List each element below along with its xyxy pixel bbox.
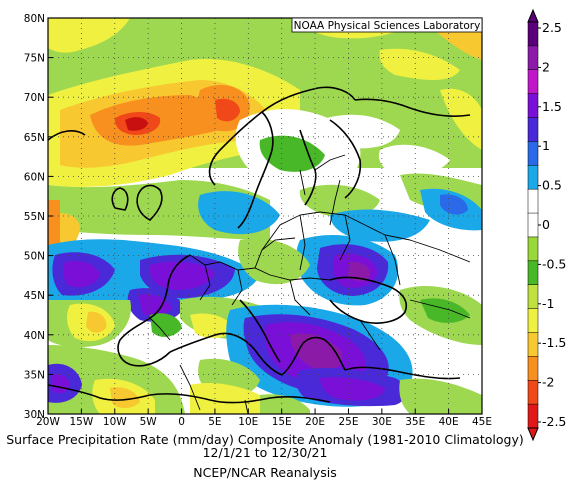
- colorbar-swatch: [527, 45, 539, 71]
- colorbar: 2.5 2 1.5 1 0.5 0 -0.5 -1 -1.5 -2 -2.5: [527, 8, 566, 442]
- latitude-label: 80N: [24, 13, 45, 25]
- country-borders: [149, 154, 471, 414]
- longitude-label: 40E: [439, 416, 459, 428]
- latitude-label: 35N: [24, 369, 45, 381]
- longitude-label: 5W: [140, 416, 158, 428]
- colorbar-label: -2: [542, 375, 554, 390]
- colorbar-label: -2.5: [542, 414, 566, 429]
- latitude-label: 65N: [24, 132, 45, 144]
- longitude-label: 20W: [36, 416, 60, 428]
- colorbar-label: -1: [542, 296, 554, 311]
- colorbar-tick-labels: 2.5 2 1.5 1 0.5 0 -0.5 -1 -1.5 -2 -2.5: [538, 20, 566, 429]
- colorbar-label: 0: [542, 217, 550, 232]
- latitude-label: 55N: [24, 211, 45, 223]
- colorbar-label: 1.5: [542, 99, 562, 114]
- colorbar-swatch: [527, 379, 539, 405]
- colorbar-swatch: [527, 93, 539, 119]
- latitude-label: 75N: [24, 53, 45, 65]
- colorbar-swatch: [527, 236, 539, 262]
- colorbar-swatch: [527, 332, 539, 358]
- colorbar-min-arrow: [527, 427, 539, 442]
- caption-line-3: NCEP/NCAR Reanalysis: [193, 465, 336, 480]
- latitude-label: 60N: [24, 171, 45, 183]
- longitude-label: 30E: [372, 416, 392, 428]
- latitude-label: 30N: [24, 409, 45, 421]
- latitude-label: 50N: [24, 251, 45, 263]
- latitude-tick-labels: 30N 35N 40N 45N 50N 55N 60N 65N 70N 75N 80N: [24, 13, 53, 421]
- colorbar-swatch: [527, 141, 539, 167]
- credit-box: NOAA Physical Sciences Laboratory: [291, 17, 483, 33]
- precipitation-anomaly-field: [48, 18, 482, 414]
- colorbar-label: 2.5: [542, 20, 562, 35]
- colorbar-swatch: [527, 212, 539, 238]
- colorbar-swatch: [527, 117, 539, 143]
- longitude-label: 25E: [338, 416, 358, 428]
- latitude-label: 70N: [24, 92, 45, 104]
- colorbar-swatch: [527, 21, 539, 47]
- longitude-tick-labels: 20W 15W 10W 5W 0 5E 10E 15E 20E 25E 30E 35E 40E 45E: [36, 409, 492, 428]
- longitude-label: 0: [178, 416, 185, 428]
- colorbar-label: -0.5: [542, 256, 566, 271]
- longitude-label: 35E: [405, 416, 425, 428]
- caption-line-1: Surface Precipitation Rate (mm/day) Comp…: [6, 432, 523, 447]
- longitude-label: 10W: [103, 416, 127, 428]
- longitude-label: 10E: [238, 416, 258, 428]
- longitude-label: 20E: [305, 416, 325, 428]
- colorbar-label: -1.5: [542, 335, 566, 350]
- colorbar-swatch: [527, 403, 539, 429]
- caption-line-2: 12/1/21 to 12/30/21: [203, 445, 328, 460]
- longitude-label: 5E: [208, 416, 221, 428]
- longitude-label: 15E: [272, 416, 292, 428]
- colorbar-swatch: [527, 356, 539, 381]
- colorbar-swatch: [527, 308, 539, 334]
- colorbar-max-arrow: [527, 8, 539, 23]
- longitude-label: 15W: [70, 416, 94, 428]
- colorbar-swatch: [527, 165, 539, 190]
- graticule: [48, 18, 482, 414]
- latitude-label: 40N: [24, 330, 45, 342]
- colorbar-swatch: [527, 188, 539, 214]
- colorbar-label: 2: [542, 59, 550, 74]
- colorbar-swatch: [527, 284, 539, 310]
- latitude-label: 45N: [24, 290, 45, 302]
- colorbar-label: 0.5: [542, 178, 562, 193]
- longitude-label: 45E: [472, 416, 492, 428]
- colorbar-swatch: [527, 260, 539, 286]
- colorbar-swatch: [527, 69, 539, 95]
- coastlines: [48, 86, 471, 404]
- credit-label: NOAA Physical Sciences Laboratory: [294, 20, 481, 32]
- colorbar-label: 1: [542, 138, 550, 153]
